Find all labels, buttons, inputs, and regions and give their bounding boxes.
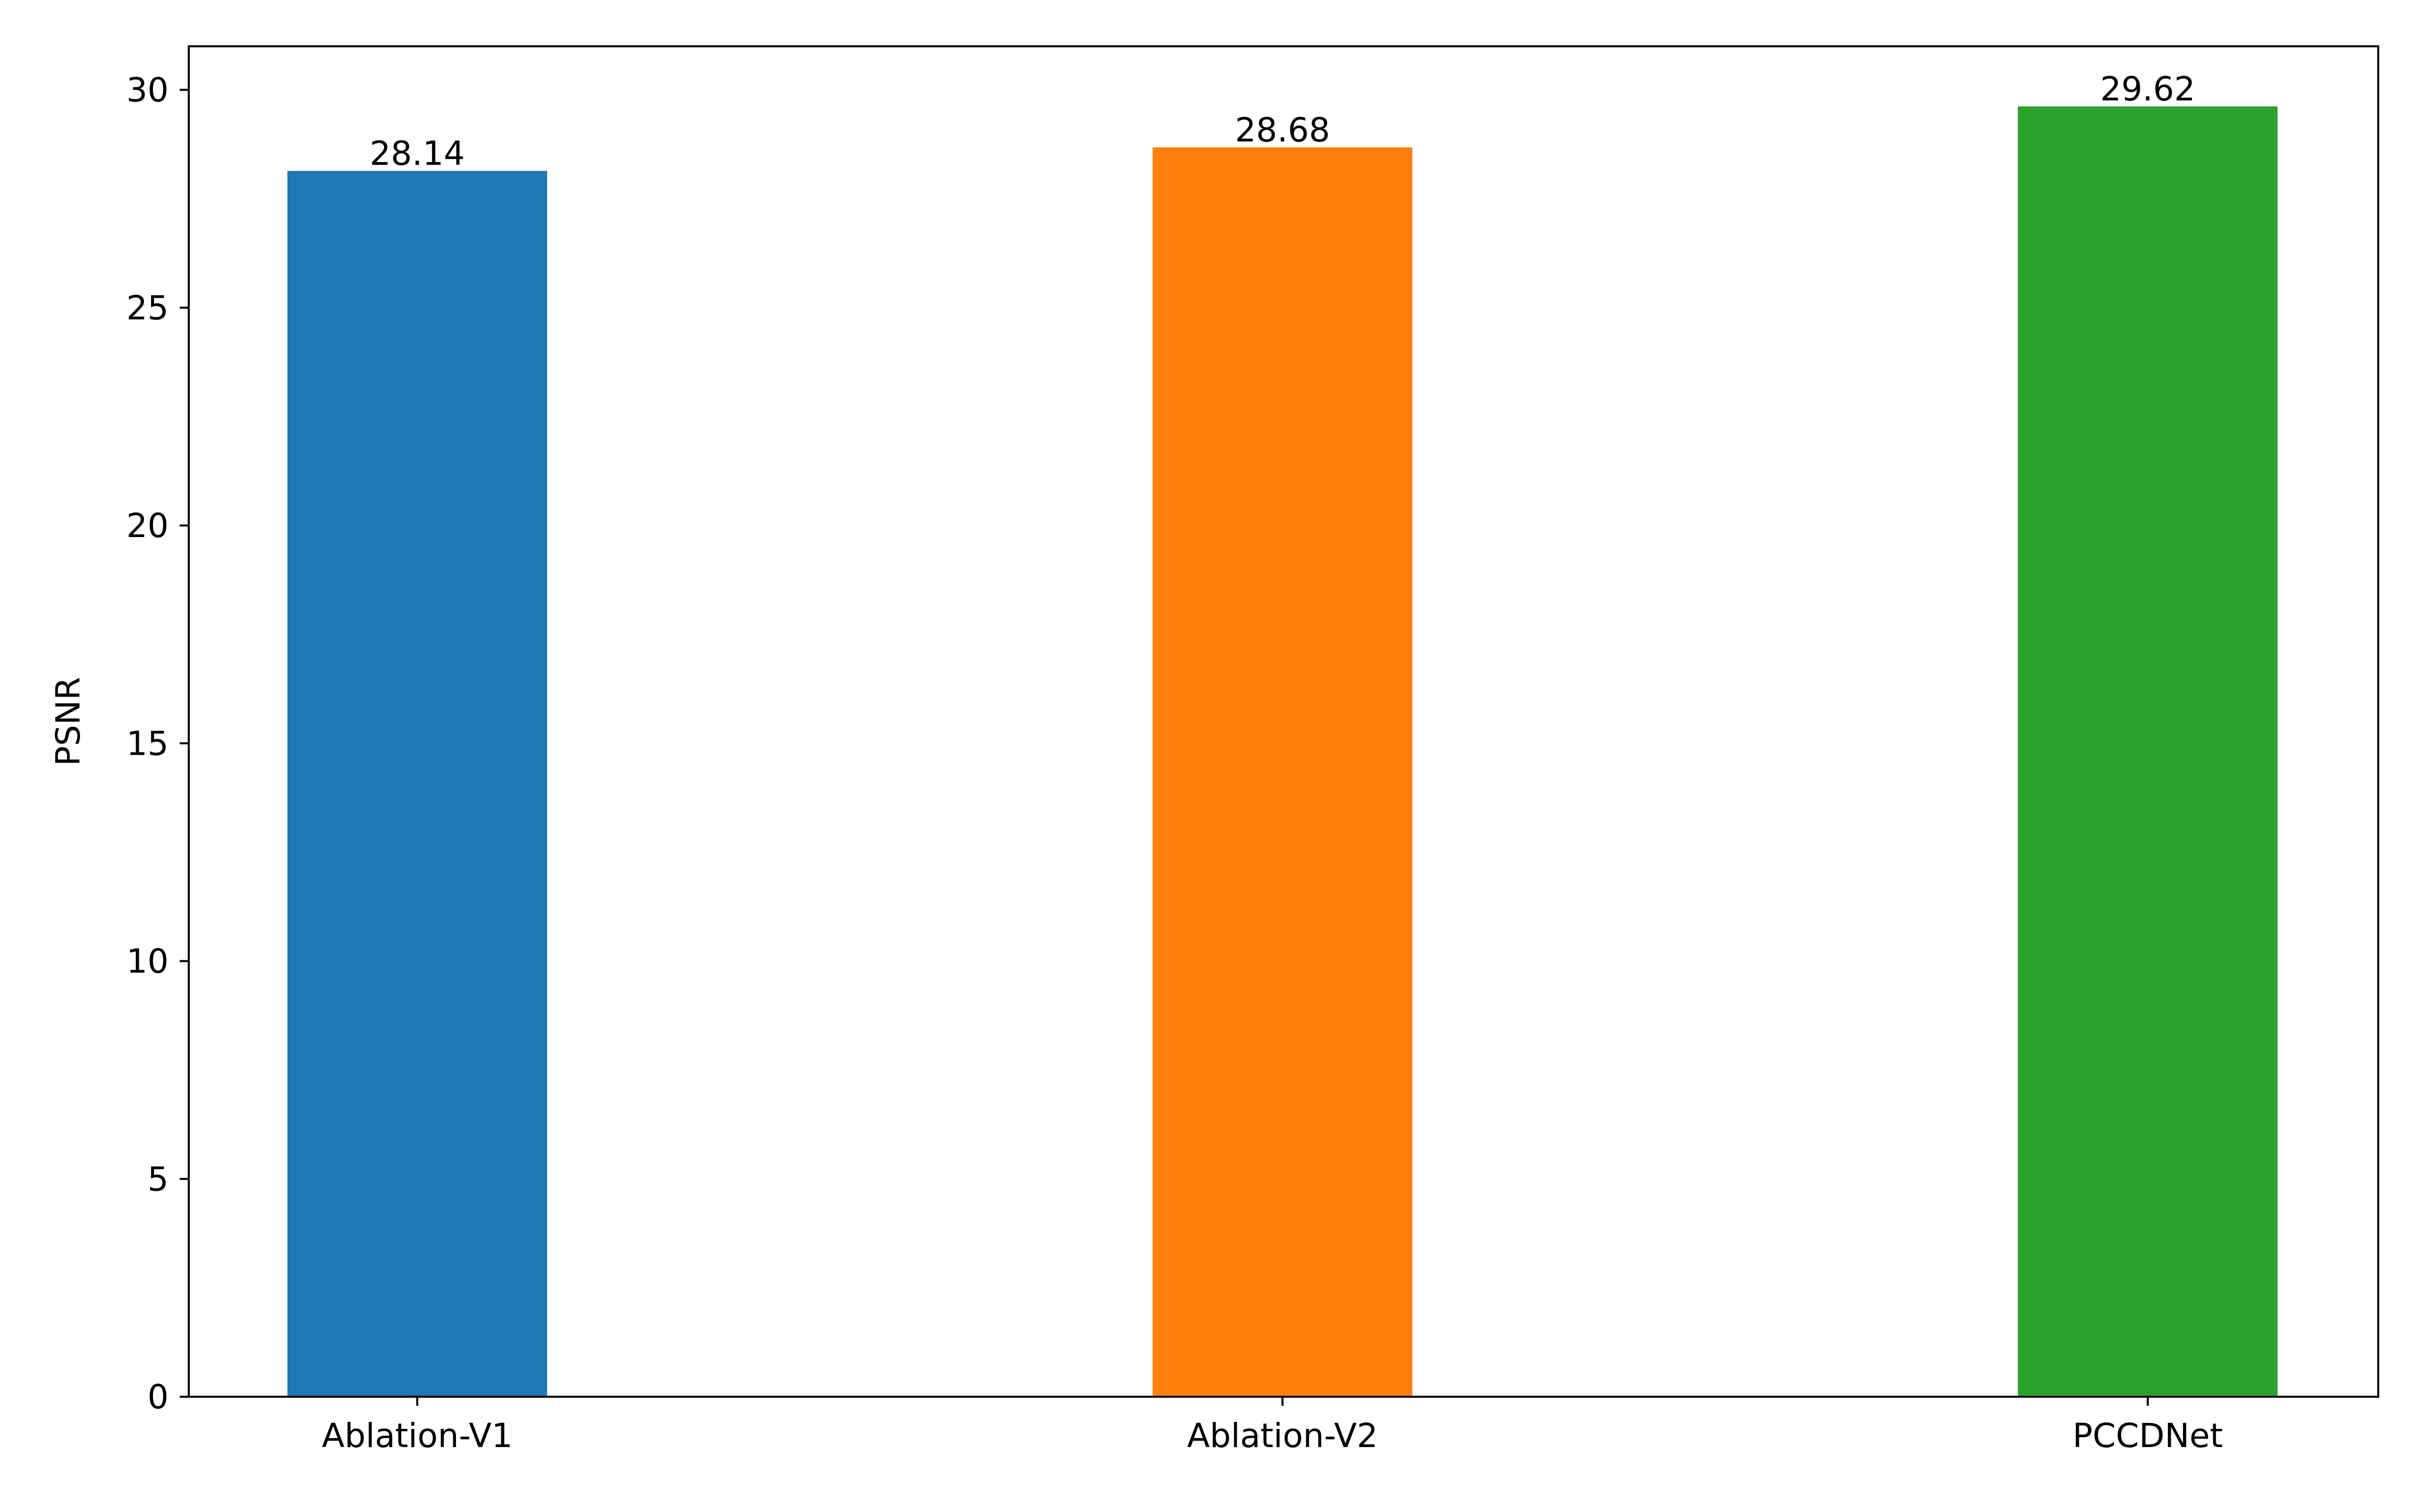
x-tick-label: PCCDNet xyxy=(2073,1416,2223,1455)
bar-ablation-v1 xyxy=(287,171,547,1397)
y-axis-title: PSNR xyxy=(49,677,88,766)
y-tick-label: 15 xyxy=(126,724,169,763)
y-axis: 0 5 10 15 20 25 30 xyxy=(126,71,189,1416)
bar-value-label: 28.14 xyxy=(370,134,465,173)
y-tick-label: 0 xyxy=(147,1378,169,1416)
x-tick-label: Ablation-V2 xyxy=(1187,1416,1378,1455)
y-tick-label: 20 xyxy=(126,506,169,545)
value-labels-layer: 28.14 28.68 29.62 xyxy=(370,69,2196,173)
bars-layer xyxy=(287,106,2278,1397)
y-tick-label: 10 xyxy=(126,942,169,981)
x-axis: Ablation-V1 Ablation-V2 PCCDNet xyxy=(322,1397,2223,1455)
y-tick-label: 30 xyxy=(126,71,169,110)
y-tick-label: 5 xyxy=(147,1160,169,1198)
bar-pccdnet xyxy=(2018,106,2278,1397)
y-tick-label: 25 xyxy=(126,288,169,327)
plot-frame xyxy=(188,45,2379,1398)
bar-value-label: 29.62 xyxy=(2100,69,2196,108)
x-tick-label: Ablation-V1 xyxy=(322,1416,512,1455)
bar-ablation-v2 xyxy=(1153,147,1412,1397)
bar-value-label: 28.68 xyxy=(1235,111,1330,149)
